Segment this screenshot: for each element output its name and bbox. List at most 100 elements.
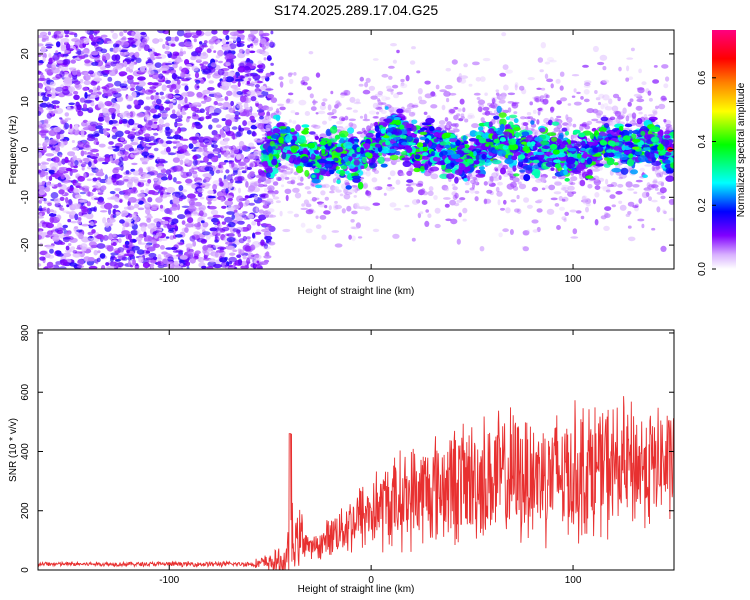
spectrogram-halo-cell bbox=[486, 189, 493, 194]
spectrogram-noise-cell bbox=[215, 250, 224, 253]
spectrogram-noise-cell bbox=[136, 229, 141, 236]
spectrogram-halo-cell bbox=[631, 112, 637, 119]
spectrogram-noise-cell bbox=[51, 67, 60, 74]
spectrogram-noise-cell bbox=[259, 261, 269, 265]
spectrogram-noise-cell bbox=[81, 246, 87, 252]
spectrogram-halo-cell bbox=[554, 180, 562, 186]
spectrogram-noise-cell bbox=[115, 180, 125, 186]
spectrogram-noise-cell bbox=[96, 243, 106, 249]
spectrogram-noise-cell bbox=[176, 59, 183, 63]
spectrogram-noise-cell bbox=[48, 213, 57, 217]
spectrogram-noise-cell bbox=[206, 74, 211, 79]
spectrogram-noise-cell bbox=[213, 263, 222, 269]
spectrogram-noise-cell bbox=[41, 162, 50, 165]
spectrogram-noise-cell bbox=[72, 69, 78, 76]
spectrogram-noise-cell bbox=[243, 110, 253, 117]
spectrogram-noise-cell bbox=[237, 220, 245, 225]
spectrogram-noise-cell bbox=[77, 110, 84, 117]
spectrogram-halo-cell bbox=[373, 116, 379, 119]
spectrogram-noise-cell bbox=[206, 48, 212, 54]
spectrogram-halo-cell bbox=[480, 117, 485, 123]
spectrogram-noise-cell bbox=[112, 32, 118, 40]
spectrogram-noise-cell bbox=[126, 249, 130, 254]
spectrogram-noise-cell bbox=[168, 211, 173, 215]
spectrogram-noise-cell bbox=[79, 79, 84, 82]
spectrogram-noise-cell bbox=[112, 214, 117, 218]
spectrogram-halo-cell bbox=[632, 205, 639, 209]
spectrogram-halo-cell bbox=[498, 175, 502, 181]
spectrogram-noise-cell bbox=[74, 213, 79, 221]
spectrogram-halo-cell bbox=[454, 123, 459, 128]
spectrogram-noise-cell bbox=[190, 55, 197, 61]
spectrogram-noise-cell bbox=[147, 223, 156, 230]
spectrogram-halo-cell bbox=[443, 91, 451, 97]
spectrogram-noise-cell bbox=[150, 95, 155, 100]
spectrogram-signal-cell bbox=[345, 185, 352, 190]
spectrogram-noise-cell bbox=[261, 118, 270, 125]
spectrogram-noise-cell bbox=[227, 205, 236, 212]
spectrogram-noise-cell bbox=[106, 265, 116, 269]
spectrogram-noise-cell bbox=[102, 107, 109, 114]
spectrogram-noise-cell bbox=[114, 80, 122, 87]
spectrogram-noise-cell bbox=[118, 238, 122, 244]
spectrogram-noise-cell bbox=[252, 74, 261, 80]
spectrogram-noise-cell bbox=[256, 260, 260, 264]
spectrogram-noise-cell bbox=[64, 49, 69, 54]
spectrogram-halo-cell bbox=[594, 90, 598, 94]
spectrogram-noise-cell bbox=[173, 260, 179, 266]
spectrogram-noise-cell bbox=[204, 182, 208, 186]
spectrogram-noise-cell bbox=[112, 111, 116, 118]
spectrogram-halo-cell bbox=[580, 96, 584, 100]
spectrogram-noise-cell bbox=[227, 265, 236, 269]
spectrogram-halo-cell bbox=[327, 112, 335, 116]
spectrogram-noise-cell bbox=[73, 165, 78, 169]
spectrogram-noise-cell bbox=[104, 92, 113, 97]
spectrogram-halo-cell bbox=[330, 90, 334, 95]
spectrogram-noise-cell bbox=[257, 178, 262, 184]
spectrogram-noise-cell bbox=[124, 222, 130, 228]
spectrogram-noise-cell bbox=[206, 111, 210, 116]
spectrogram-halo-cell bbox=[505, 14, 509, 19]
spectrogram-noise-cell bbox=[64, 156, 69, 164]
spectrogram-halo-cell bbox=[351, 235, 356, 242]
spectrogram-noise-cell bbox=[63, 77, 73, 84]
spectrogram-halo-cell bbox=[424, 93, 433, 99]
spectrogram-halo-cell bbox=[418, 96, 423, 101]
spectrogram-noise-cell bbox=[241, 145, 248, 151]
spectrogram-noise-cell bbox=[42, 221, 51, 225]
spectrogram-noise-cell bbox=[255, 206, 259, 213]
spectrogram-noise-cell bbox=[184, 59, 190, 65]
spectrogram-halo-cell bbox=[444, 84, 453, 90]
spectrogram-halo-cell bbox=[523, 197, 530, 203]
spectrogram-noise-cell bbox=[145, 208, 151, 215]
spectrogram-noise-cell bbox=[176, 111, 181, 117]
spectrogram-noise-cell bbox=[41, 164, 47, 170]
spectrogram-halo-cell bbox=[334, 243, 343, 248]
spectrogram-halo-cell bbox=[551, 176, 557, 179]
spectrogram-halo-cell bbox=[556, 100, 562, 105]
spectrogram-halo-cell bbox=[372, 102, 379, 109]
spectrogram-noise-cell bbox=[238, 187, 241, 194]
spectrogram-noise-cell bbox=[56, 105, 60, 109]
spectrogram-halo-cell bbox=[359, 76, 364, 82]
spectrogram-noise-cell bbox=[59, 207, 65, 211]
spectrogram-halo-cell bbox=[573, 101, 582, 106]
spectrogram-halo-cell bbox=[388, 75, 393, 80]
spectrogram-noise-cell bbox=[261, 51, 269, 56]
spectrogram-noise-cell bbox=[119, 219, 125, 224]
spectrogram-noise-cell bbox=[137, 181, 145, 188]
spectrogram-halo-cell bbox=[424, 220, 430, 227]
spectrogram-noise-cell bbox=[97, 85, 101, 91]
spectrogram-halo-cell bbox=[497, 199, 501, 206]
spectrogram-noise-cell bbox=[213, 134, 220, 141]
spectrogram-noise-cell bbox=[168, 102, 174, 109]
spectrogram-noise-cell bbox=[131, 245, 140, 251]
spectrogram-noise-cell bbox=[108, 107, 117, 113]
spectrogram-halo-cell bbox=[269, 214, 277, 218]
spectrogram-noise-cell bbox=[120, 37, 126, 41]
spectrogram-noise-cell bbox=[265, 251, 270, 257]
spectrogram-halo-cell bbox=[536, 208, 543, 213]
spectrogram-noise-cell bbox=[260, 85, 267, 91]
spectrogram-noise-cell bbox=[237, 52, 246, 59]
spectrogram-noise-cell bbox=[91, 41, 96, 46]
